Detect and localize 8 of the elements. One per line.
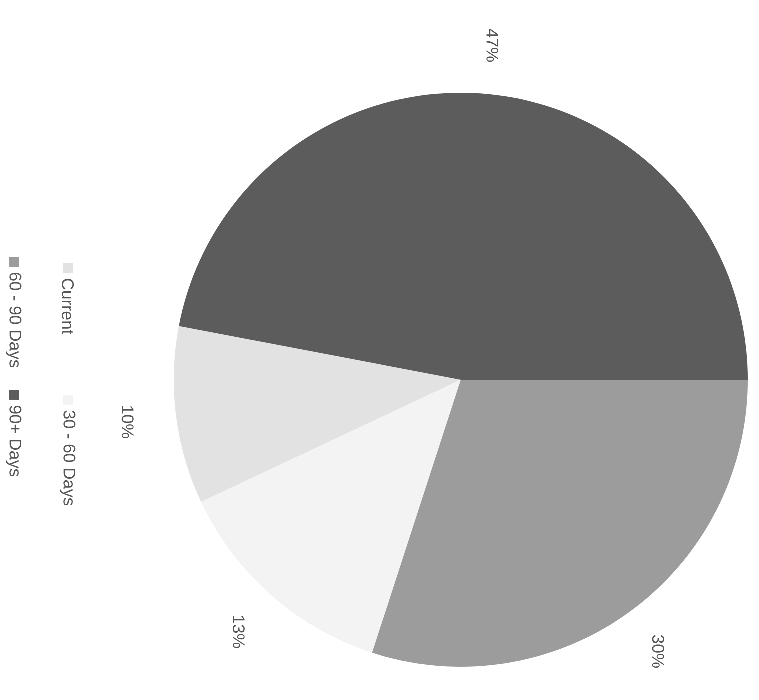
legend-label: Current	[62, 279, 74, 335]
legend-label: 60 - 90 Days	[6, 273, 22, 368]
data-label: 30%	[652, 635, 664, 668]
legend-label: 90+ Days	[6, 406, 22, 477]
data-label: 47%	[486, 29, 499, 62]
data-label: 13%	[232, 616, 245, 648]
data-label: 10%	[122, 406, 134, 438]
legend-label: 30 - 60 Days	[60, 410, 76, 506]
